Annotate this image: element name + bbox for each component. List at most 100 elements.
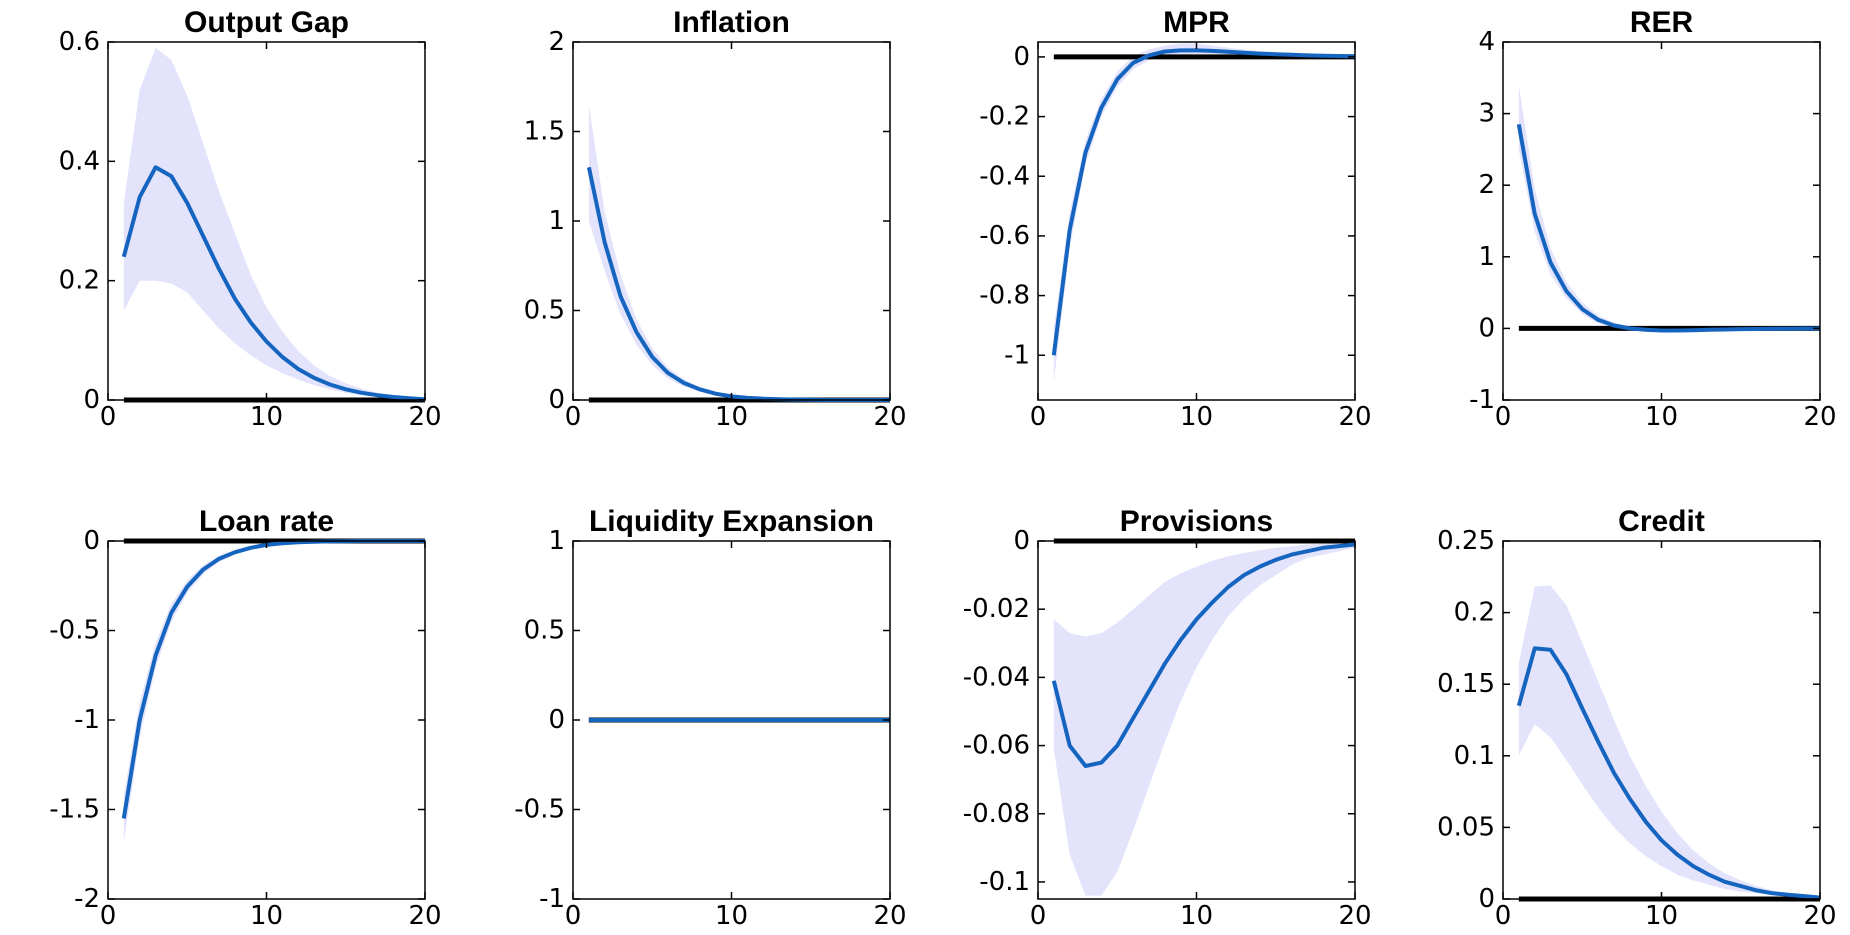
x-tick-label: 0 — [1495, 402, 1512, 432]
y-tick-label: -0.6 — [979, 221, 1030, 251]
chart-title: Credit — [1618, 505, 1705, 538]
confidence-band — [123, 48, 426, 400]
y-tick-label: -1 — [1004, 340, 1030, 370]
chart-output-gap: 0 0.2 0.4 0.6 0 10 20 Output Gap — [59, 6, 442, 432]
x-tick-label: 0 — [1030, 402, 1047, 432]
chart-loan-rate: -2 -1.5 -1 -0.5 0 0 10 20 Loan rate — [49, 505, 441, 931]
x-tick-label: 0 — [1495, 901, 1512, 931]
y-tick-label: 0.6 — [59, 27, 100, 57]
axes-box — [107, 540, 426, 900]
mean-response-line — [1051, 48, 1356, 356]
mean-response-line — [121, 165, 426, 402]
confidence-band — [1053, 43, 1355, 383]
y-tick-label: -2 — [74, 884, 100, 914]
mean-response-line — [1051, 542, 1356, 768]
x-tick-label: 20 — [873, 901, 906, 931]
y-tick-label: 0.25 — [1437, 526, 1495, 556]
axes-box — [572, 41, 891, 401]
x-tick-label: 10 — [1645, 901, 1678, 931]
x-tick-label: 0 — [565, 901, 582, 931]
y-tick-label: -0.5 — [49, 616, 100, 646]
confidence-band — [123, 541, 426, 842]
y-tick-label: 0 — [1013, 42, 1030, 72]
y-tick-label: 0 — [1478, 884, 1495, 914]
y-tick-label: -0.02 — [963, 594, 1030, 624]
mean-response-line — [1516, 123, 1820, 333]
x-tick-label: 0 — [1030, 901, 1047, 931]
mean-response-line — [586, 166, 890, 402]
y-tick-label: -0.2 — [979, 102, 1030, 132]
x-tick-label: 10 — [250, 402, 283, 432]
y-tick-label: 2 — [548, 27, 565, 57]
chart-title: Provisions — [1120, 505, 1273, 538]
axes-box — [1502, 41, 1821, 401]
x-tick-label: 20 — [408, 402, 441, 432]
y-tick-label: -0.5 — [514, 795, 565, 825]
mean-response-line — [121, 539, 425, 819]
y-tick-label: 0.2 — [1454, 598, 1495, 628]
y-tick-label: -1.5 — [49, 795, 100, 825]
chart-credit: 0 0.05 0.1 0.15 0.2 0.25 0 10 20 Credit — [1437, 505, 1836, 931]
chart-title: MPR — [1163, 6, 1230, 39]
x-tick-label: 10 — [715, 901, 748, 931]
y-tick-label: 0.4 — [59, 146, 100, 176]
y-tick-label: 0 — [548, 705, 565, 735]
x-tick-label: 0 — [100, 901, 117, 931]
confidence-band — [588, 104, 890, 400]
y-tick-label: -0.8 — [979, 281, 1030, 311]
confidence-band — [1518, 85, 1820, 333]
y-tick-label: 0 — [548, 385, 565, 415]
x-tick-label: 0 — [100, 402, 117, 432]
y-tick-label: 0 — [1013, 526, 1030, 556]
chart-title: RER — [1630, 6, 1694, 39]
x-tick-label: 10 — [1645, 402, 1678, 432]
y-tick-label: -0.04 — [963, 662, 1030, 692]
x-tick-label: 20 — [1338, 901, 1371, 931]
y-tick-label: -1 — [1469, 385, 1495, 415]
y-tick-label: -0.06 — [963, 731, 1030, 761]
chart-provisions: -0.1 -0.08 -0.06 -0.04 -0.02 0 0 10 20 Provisions — [963, 505, 1372, 931]
y-tick-label: 0.2 — [59, 266, 100, 296]
y-tick-label: 0 — [83, 526, 100, 556]
y-tick-label: 1 — [548, 206, 565, 236]
y-tick-label: 3 — [1478, 99, 1495, 129]
y-tick-label: 0 — [1478, 313, 1495, 343]
x-tick-label: 10 — [715, 402, 748, 432]
x-tick-label: 20 — [1803, 901, 1836, 931]
confidence-band — [1053, 542, 1355, 896]
y-tick-label: 1 — [1478, 242, 1495, 272]
y-tick-label: 2 — [1478, 170, 1495, 200]
y-tick-label: 0.5 — [524, 296, 565, 326]
chart-mpr: -1 -0.8 -0.6 -0.4 -0.2 0 0 10 20 MPR — [979, 6, 1371, 432]
y-tick-label: 1 — [548, 526, 565, 556]
x-tick-label: 20 — [1803, 402, 1836, 432]
confidence-band — [1518, 585, 1820, 898]
chart-title: Liquidity Expansion — [589, 505, 874, 538]
y-tick-label: 1.5 — [524, 117, 565, 147]
x-tick-label: 20 — [873, 402, 906, 432]
y-tick-label: -1 — [539, 884, 565, 914]
y-tick-label: -0.4 — [979, 161, 1030, 191]
x-tick-label: 10 — [250, 901, 283, 931]
x-tick-label: 20 — [408, 901, 441, 931]
y-tick-label: 0.5 — [524, 616, 565, 646]
y-tick-label: 0.05 — [1437, 812, 1495, 842]
x-tick-label: 0 — [565, 402, 582, 432]
y-tick-label: 0.1 — [1454, 741, 1495, 771]
x-tick-label: 20 — [1338, 402, 1371, 432]
x-tick-label: 10 — [1180, 402, 1213, 432]
mean-response-line — [1516, 646, 1821, 900]
y-tick-label: -0.08 — [963, 799, 1030, 829]
y-tick-label: -0.1 — [979, 867, 1030, 897]
axes-box — [1037, 41, 1356, 401]
chart-title: Output Gap — [184, 6, 349, 39]
y-tick-label: 0 — [83, 385, 100, 415]
chart-title: Loan rate — [199, 505, 334, 538]
y-tick-label: 0.15 — [1437, 669, 1495, 699]
x-tick-label: 10 — [1180, 901, 1213, 931]
chart-title: Inflation — [673, 6, 790, 39]
